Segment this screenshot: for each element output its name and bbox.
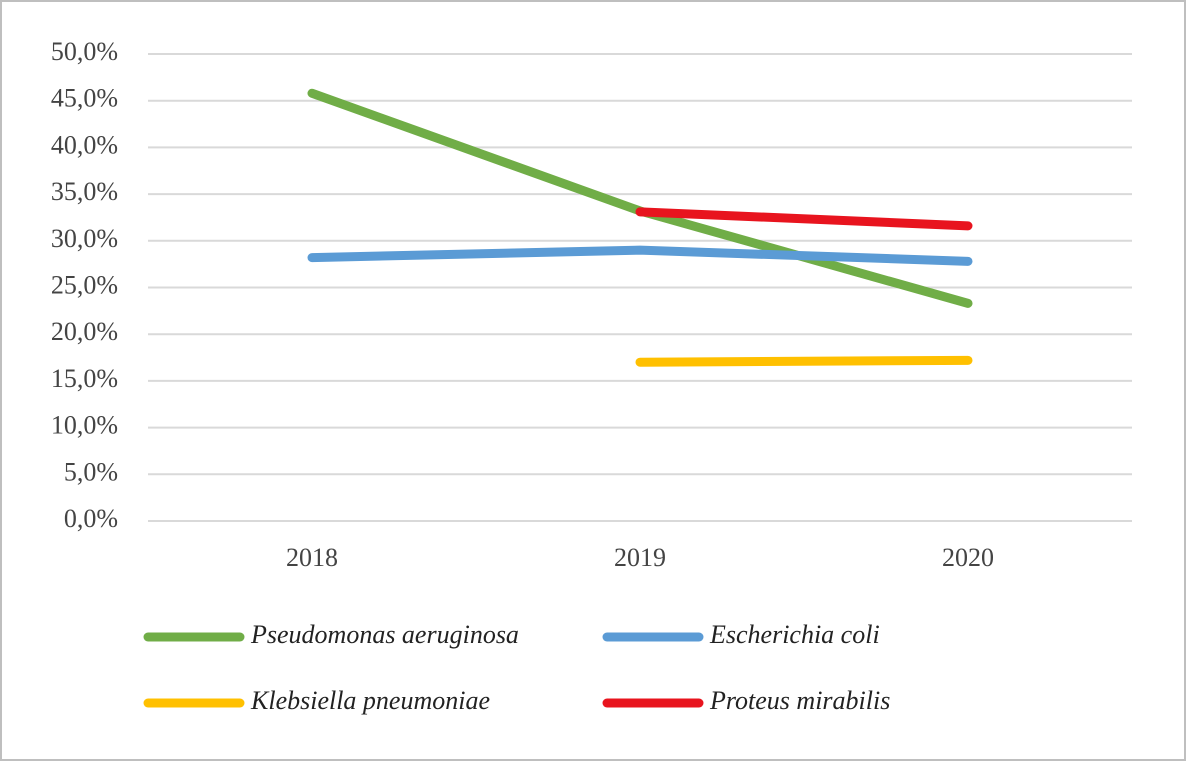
- x-tick-label: 2018: [286, 543, 338, 572]
- y-tick-label: 35,0%: [51, 177, 118, 206]
- legend-label: Proteus mirabilis: [709, 686, 890, 715]
- legend-label: Escherichia coli: [709, 620, 880, 649]
- series-line: [635, 355, 973, 367]
- x-tick-label: 2019: [614, 543, 666, 572]
- y-tick-label: 40,0%: [51, 130, 118, 159]
- y-tick-label: 45,0%: [51, 84, 118, 113]
- y-tick-label: 30,0%: [51, 224, 118, 253]
- series-line: [635, 207, 973, 231]
- y-tick-label: 20,0%: [51, 317, 118, 346]
- legend-label: Klebsiella pneumoniae: [250, 686, 490, 715]
- series-line: [307, 245, 973, 266]
- legend-label: Pseudomonas aeruginosa: [250, 620, 519, 649]
- y-tick-label: 50,0%: [51, 37, 118, 66]
- y-tick-label: 5,0%: [64, 457, 118, 486]
- y-tick-label: 15,0%: [51, 364, 118, 393]
- x-tick-label: 2020: [942, 543, 994, 572]
- y-tick-label: 10,0%: [51, 411, 118, 440]
- y-tick-label: 25,0%: [51, 270, 118, 299]
- y-tick-label: 0,0%: [64, 504, 118, 533]
